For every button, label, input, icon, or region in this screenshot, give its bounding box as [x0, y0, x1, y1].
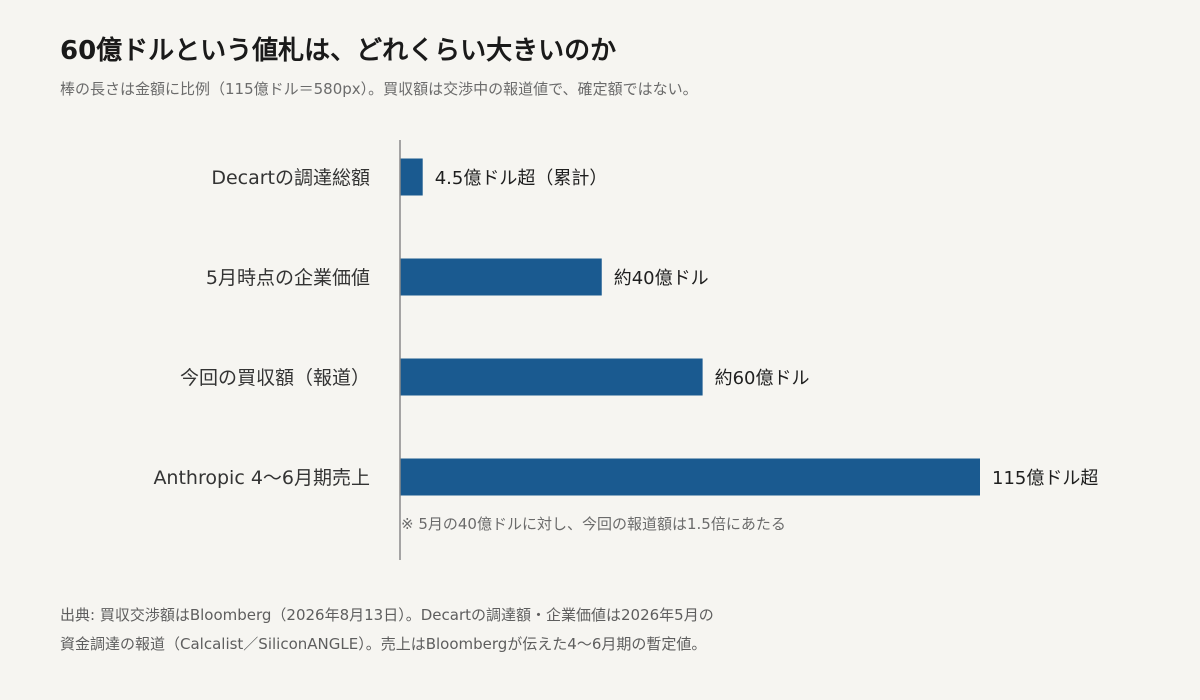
- bar-1: [400, 158, 423, 196]
- value-label-1: 4.5億ドル超（累計）: [435, 168, 608, 189]
- value-label-2: 約40億ドル: [614, 268, 709, 289]
- value-label-3: 約60億ドル: [715, 368, 810, 389]
- category-label-3: 今回の買収額（報道）: [180, 367, 370, 389]
- source-line-1: 出典: 買収交渉額はBloomberg（2026年8月13日）。Decartの調…: [60, 606, 714, 624]
- value-label-4: 115億ドル超: [992, 468, 1098, 489]
- chart-title: 60億ドルという値札は、どれくらい大きいのか: [60, 36, 617, 66]
- chart-subtitle: 棒の長さは金額に比例（115億ドル＝580px）。買収額は交渉中の報道値で、確定…: [60, 80, 698, 98]
- bar-4: [400, 458, 980, 496]
- bar-3: [400, 358, 703, 396]
- bar-2: [400, 258, 602, 296]
- source-note: 出典: 買収交渉額はBloomberg（2026年8月13日）。Decartの調…: [60, 601, 714, 659]
- category-label-2: 5月時点の企業価値: [206, 267, 370, 289]
- source-line-2: 資金調達の報道（Calcalist／SiliconANGLE）。売上はBloom…: [60, 635, 707, 653]
- chart-annotation: ※ 5月の40億ドルに対し、今回の報道額は1.5倍にあたる: [401, 515, 786, 533]
- category-label-4: Anthropic 4〜6月期売上: [153, 467, 370, 489]
- category-label-1: Decartの調達総額: [211, 167, 370, 189]
